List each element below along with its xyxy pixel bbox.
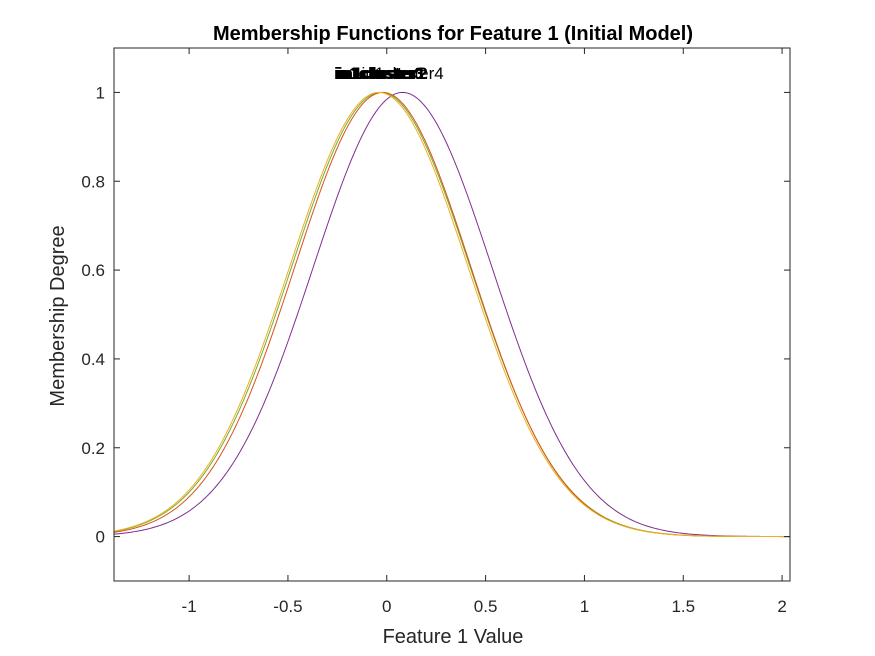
y-tick-label: 0.4 (81, 350, 105, 369)
membership-curve-in1cluster3 (113, 91, 790, 538)
plot-area: in1cluster1in1cluster2in1cluster3in1clus… (81, 47, 791, 616)
mf-label-in1cluster2: in1cluster2 (338, 64, 428, 83)
y-axis-label: Membership Degree (47, 225, 69, 406)
membership-curve-in1cluster1 (113, 91, 790, 538)
membership-function-labels: in1cluster1in1cluster2in1cluster3in1clus… (334, 64, 444, 83)
mf-label-in1cluster4: in1cluster4 (361, 64, 443, 83)
membership-curves (113, 91, 791, 538)
mf-label-in1cluster3: in1cluster3 (334, 64, 424, 83)
membership-curve-in1cluster4 (113, 91, 791, 538)
axes-box (113, 47, 791, 582)
y-tick-label: 0.8 (81, 172, 105, 191)
x-tick-label: 1 (580, 597, 589, 616)
mf-label-in1cluster1: in1cluster1 (336, 64, 426, 83)
x-tick-label: 2 (777, 597, 786, 616)
y-tick-label: 1 (96, 83, 105, 102)
x-tick-label: -1 (182, 597, 197, 616)
y-tick-label: 0 (96, 528, 105, 547)
y-tick-label: 0.2 (81, 439, 105, 458)
x-tick-label: 1.5 (671, 597, 695, 616)
x-tick-label: -0.5 (273, 597, 302, 616)
x-tick-label: 0 (382, 597, 391, 616)
y-tick-label: 0.6 (81, 261, 105, 280)
chart-title: Membership Functions for Feature 1 (Init… (213, 23, 693, 45)
x-axis-ticks: -1 -0.5 0 0.5 1 1.5 2 (182, 48, 787, 616)
x-tick-label: 0.5 (474, 597, 498, 616)
y-axis-ticks: 0 0.2 0.4 0.6 0.8 1 (81, 83, 790, 547)
membership-curve-in1cluster2 (113, 91, 790, 538)
x-axis-label: Feature 1 Value (383, 626, 524, 648)
